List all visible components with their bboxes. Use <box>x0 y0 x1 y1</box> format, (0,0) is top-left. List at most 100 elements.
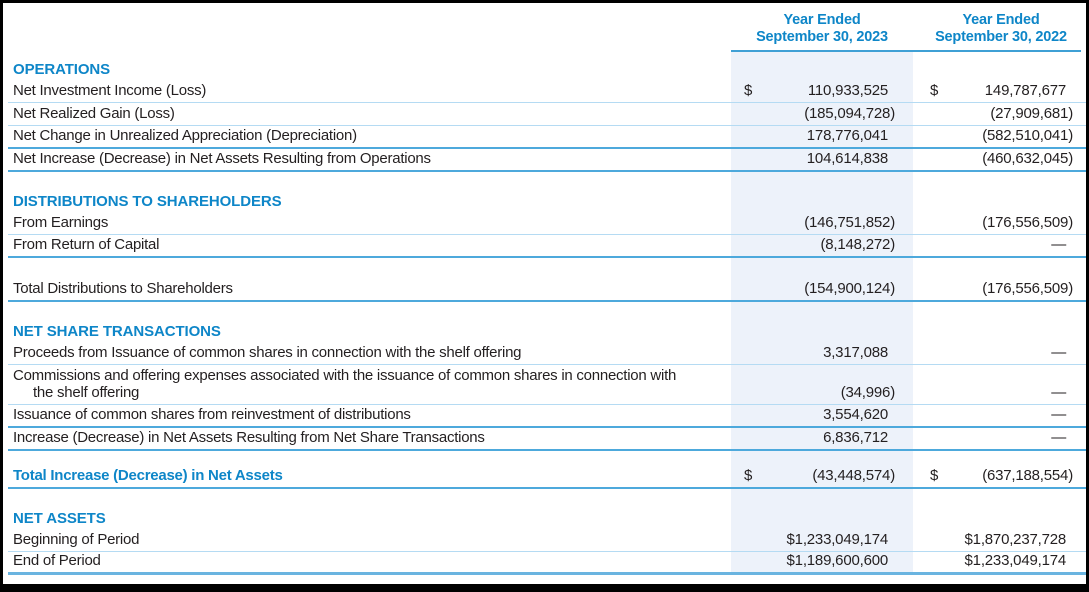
section-title: NET ASSETS <box>13 510 106 527</box>
row-label: From Return of Capital <box>8 236 731 253</box>
table-row: Proceeds from Issuance of common shares … <box>8 342 1086 365</box>
row-label-line1: Issuance of common shares from reinvestm… <box>13 406 411 423</box>
row-label-line1: Commissions and offering expenses associ… <box>13 367 677 384</box>
table-row: From Earnings (146,751,852) (176,556,509) <box>8 212 1086 235</box>
row-label: Total Increase (Decrease) in Net Assets <box>8 467 731 484</box>
row-label-line2: the shelf offering <box>33 384 140 401</box>
section-header-row: DISTRIBUTIONS TO SHAREHOLDERS <box>8 184 1086 212</box>
period-end-date-2022: September 30, 2022 <box>935 29 1067 45</box>
row-label-line1: Net Change in Unrealized Appreciation (D… <box>13 127 357 144</box>
amount: (146,751,852) <box>804 214 895 231</box>
table-row: End of Period $1,189,600,600 $1,233,049,17… <box>8 552 1086 575</box>
amount: 178,776,041 <box>806 127 888 144</box>
row-label: From Earnings <box>8 214 731 231</box>
value-2022: — <box>921 384 1081 401</box>
value-2023: (34,996) <box>731 384 913 401</box>
value-2022: — <box>921 406 1081 423</box>
value-2022: $149,787,677 <box>921 82 1081 99</box>
row-label-line1: End of Period <box>13 552 101 569</box>
amount: (176,556,509) <box>982 214 1073 231</box>
value-2023: (185,094,728) <box>731 105 913 122</box>
value-2023: $1,189,600,600 <box>731 552 913 569</box>
amount: (185,094,728) <box>804 105 895 122</box>
column-header-2022: Year Ended September 30, 2022 <box>921 12 1081 46</box>
amount: (43,448,574) <box>812 467 895 484</box>
amount: (8,148,272) <box>820 236 895 253</box>
table-row: Increase (Decrease) in Net Assets Result… <box>8 428 1086 451</box>
year-ended-label-2023: Year Ended <box>783 12 861 28</box>
row-label: Net Realized Gain (Loss) <box>8 105 731 122</box>
row-label-line1: Increase (Decrease) in Net Assets Result… <box>13 429 485 446</box>
row-label-line1: Net Investment Income (Loss) <box>13 82 207 99</box>
section-title: DISTRIBUTIONS TO SHAREHOLDERS <box>13 193 282 210</box>
row-label-line1: Net Increase (Decrease) in Net Assets Re… <box>13 150 431 167</box>
table-row: Issuance of common shares from reinvestm… <box>8 405 1086 428</box>
amount: (176,556,509) <box>982 280 1073 297</box>
row-label: Increase (Decrease) in Net Assets Result… <box>8 429 731 446</box>
amount: — <box>1051 406 1066 423</box>
table-body: OPERATIONS Net Investment Income (Loss) $1… <box>8 52 1086 575</box>
row-label: Net Investment Income (Loss) <box>8 82 731 99</box>
row-label-line1: Total Distributions to Shareholders <box>13 280 233 297</box>
row-label: Beginning of Period <box>8 531 731 548</box>
row-label: End of Period <box>8 552 731 569</box>
value-2023: 6,836,712 <box>731 429 913 446</box>
value-2023: 104,614,838 <box>731 150 913 167</box>
row-label-line1: From Earnings <box>13 214 109 231</box>
amount: (27,909,681) <box>990 105 1073 122</box>
row-label: Proceeds from Issuance of common shares … <box>8 344 731 361</box>
blank-row <box>8 258 1086 279</box>
table-header: Year Ended September 30, 2023 Year Ended… <box>8 3 1086 52</box>
section-title: NET SHARE TRANSACTIONS <box>13 323 221 340</box>
value-2022: $ (637,188,554) <box>921 467 1081 484</box>
value-2023: $ (43,448,574) <box>731 467 913 484</box>
amount: $1,189,600,600 <box>786 552 889 569</box>
spacer-row <box>8 302 1086 314</box>
amount: — <box>1051 384 1066 401</box>
value-2022: $1,233,049,174 <box>921 552 1081 569</box>
table-row: Total Increase (Decrease) in Net Assets $… <box>8 463 1086 489</box>
year-ended-label-2022: Year Ended <box>962 12 1040 28</box>
value-2023: $110,933,525 <box>731 82 913 99</box>
amount: 3,317,088 <box>823 344 888 361</box>
value-2023: 3,554,620 <box>731 406 913 423</box>
value-2022: — <box>921 429 1081 446</box>
table-row: Beginning of Period $1,233,049,174 $1,870,… <box>8 529 1086 552</box>
amount: (34,996) <box>840 384 895 401</box>
amount: $1,233,049,174 <box>964 552 1067 569</box>
amount: 149,787,677 <box>984 82 1066 99</box>
column-header-2023: Year Ended September 30, 2023 <box>731 12 913 46</box>
period-end-date-2023: September 30, 2023 <box>756 29 888 45</box>
amount: $1,233,049,174 <box>786 531 889 548</box>
row-label: Net Increase (Decrease) in Net Assets Re… <box>8 150 731 167</box>
value-2022: (460,632,045) <box>921 150 1081 167</box>
value-2023: (154,900,124) <box>731 280 913 297</box>
value-2022: (582,510,041) <box>921 127 1081 144</box>
amount: 110,933,525 <box>807 82 888 99</box>
section-header-row: NET SHARE TRANSACTIONS <box>8 314 1086 342</box>
section-header-row: NET ASSETS <box>8 501 1086 529</box>
amount: 104,614,838 <box>806 150 888 167</box>
table-row: Net Increase (Decrease) in Net Assets Re… <box>8 149 1086 172</box>
amount: — <box>1051 429 1066 446</box>
table-row: Net Change in Unrealized Appreciation (D… <box>8 126 1086 149</box>
value-2022: (176,556,509) <box>921 214 1081 231</box>
value-2022: (176,556,509) <box>921 280 1081 297</box>
value-2023: 178,776,041 <box>731 127 913 144</box>
currency-symbol: $ <box>744 82 753 99</box>
section-title: OPERATIONS <box>13 61 111 78</box>
currency-symbol: $ <box>930 467 939 484</box>
header-column-gap <box>913 12 921 46</box>
value-2022: — <box>921 344 1081 361</box>
amount: (582,510,041) <box>982 127 1073 144</box>
amount: — <box>1051 344 1066 361</box>
value-2022: (27,909,681) <box>921 105 1081 122</box>
spacer-row <box>8 451 1086 463</box>
table-row: Net Investment Income (Loss) $110,933,525… <box>8 80 1086 103</box>
amount: (637,188,554) <box>982 467 1073 484</box>
amount: $1,870,237,728 <box>964 531 1067 548</box>
table-row: From Return of Capital (8,148,272) — <box>8 235 1086 258</box>
header-columns: Year Ended September 30, 2023 Year Ended… <box>731 12 1081 52</box>
table-row: Commissions and offering expenses associ… <box>8 365 1086 405</box>
